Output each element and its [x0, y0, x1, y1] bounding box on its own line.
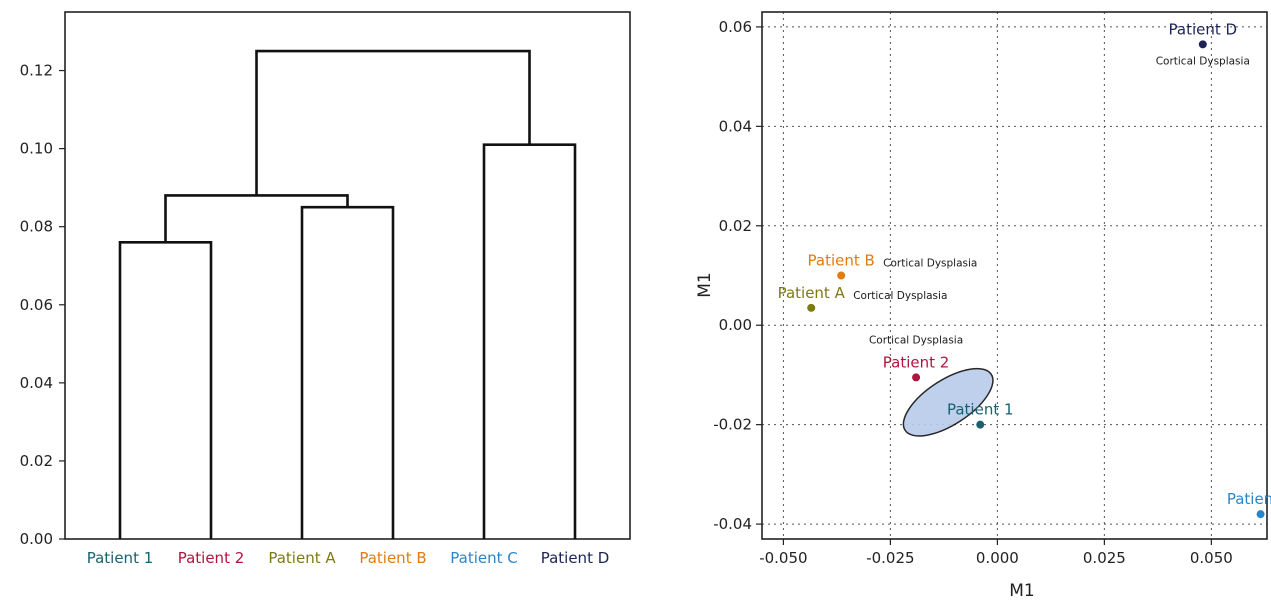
dendrogram-y-tick-label: 0.02	[20, 452, 53, 470]
dendrogram-leaf-label: Patient A	[268, 549, 336, 567]
dendrogram-leaf-label: Patient 2	[178, 549, 245, 567]
scatter-x-tick-label: 0.050	[1190, 549, 1233, 567]
scatter-point-label: Patient 1	[947, 401, 1014, 419]
scatter-y-tick-label: 0.06	[719, 18, 752, 36]
scatter-plot-frame	[761, 11, 1268, 540]
scatter-y-tick-label: -0.02	[713, 416, 752, 434]
dendrogram-y-tick-label: 0.08	[20, 218, 53, 236]
dendrogram-plot-frame	[64, 11, 631, 540]
scatter-point-note: Cortical Dysplasia	[853, 290, 947, 302]
scatter-grid	[762, 12, 1267, 539]
dendrogram-y-axis: 0.00 0.02 0.04 0.06 0.08 0.10 0.12	[20, 62, 65, 548]
scatter-points: Patient D Cortical Dysplasia Patient B Cort…	[778, 20, 1271, 519]
scatter-point	[1198, 40, 1207, 49]
dendrogram-y-tick-label: 0.04	[20, 374, 53, 392]
dendrogram-link	[255, 49, 531, 196]
scatter-point	[807, 303, 816, 312]
scatter-point	[837, 271, 846, 280]
dendrogram-link	[118, 241, 213, 539]
dendrogram-link	[482, 143, 577, 539]
scatter-x-axis-title: M1	[1009, 581, 1034, 601]
scatter-point	[1256, 510, 1265, 519]
scatter-point-label: Patient B	[808, 252, 875, 270]
dendrogram-leaf-label: Patient C	[450, 549, 517, 567]
scatter-y-tick-label: 0.04	[719, 117, 752, 135]
dendrogram-leaf-labels: Patient 1 Patient 2 Patient A Patient B Pati…	[87, 549, 610, 567]
scatter-panel: -0.050 -0.025 0.000 0.025 0.050 -0.04 -0.02 0.…	[695, 11, 1271, 601]
scatter-x-tick-label: 0.000	[976, 549, 1019, 567]
dendrogram-y-tick-label: 0.06	[20, 296, 53, 314]
dendrogram-link	[300, 205, 395, 539]
scatter-x-tick-label: -0.025	[866, 549, 914, 567]
scatter-x-tick-label: -0.050	[759, 549, 807, 567]
scatter-point-label: Patient C	[1227, 490, 1271, 508]
scatter-point-note: Cortical Dysplasia	[883, 258, 977, 270]
scatter-x-axis: -0.050 -0.025 0.000 0.025 0.050	[759, 539, 1233, 567]
dendrogram-y-tick-label: 0.10	[20, 140, 53, 158]
scatter-y-axis: -0.04 -0.02 0.00 0.02 0.04 0.06	[713, 18, 762, 533]
dendrogram-y-tick-label: 0.12	[20, 62, 53, 80]
cluster-ellipse	[902, 367, 994, 437]
scatter-point	[976, 420, 985, 429]
dendrogram-panel: 0.000.020.040.060.080.100.12 Patient 1 Pa…	[20, 11, 631, 567]
scatter-y-tick-label: -0.04	[713, 515, 752, 533]
scatter-x-tick-label: 0.025	[1083, 549, 1126, 567]
scatter-point-note: Cortical Dysplasia	[869, 334, 963, 346]
scatter-point-label: Patient A	[778, 284, 846, 302]
dendrogram-link	[164, 194, 349, 243]
scatter-point-note: Cortical Dysplasia	[1156, 55, 1250, 67]
dendrogram-links	[118, 49, 577, 539]
dendrogram-leaf-label: Patient D	[541, 549, 610, 567]
scatter-point-label: Patient 2	[883, 353, 950, 371]
scatter-point-label: Patient D	[1169, 20, 1238, 38]
scatter-y-tick-label: 0.00	[719, 316, 752, 334]
scatter-y-tick-label: 0.02	[719, 217, 752, 235]
dendrogram-y-tick-label: 0.00	[20, 530, 53, 548]
dendrogram-leaf-label: Patient 1	[87, 549, 154, 567]
cluster-ellipse-shape	[902, 367, 994, 437]
dendrogram-leaf-label: Patient B	[359, 549, 426, 567]
scatter-y-axis-title: M1	[695, 272, 715, 297]
scatter-point	[912, 373, 921, 382]
